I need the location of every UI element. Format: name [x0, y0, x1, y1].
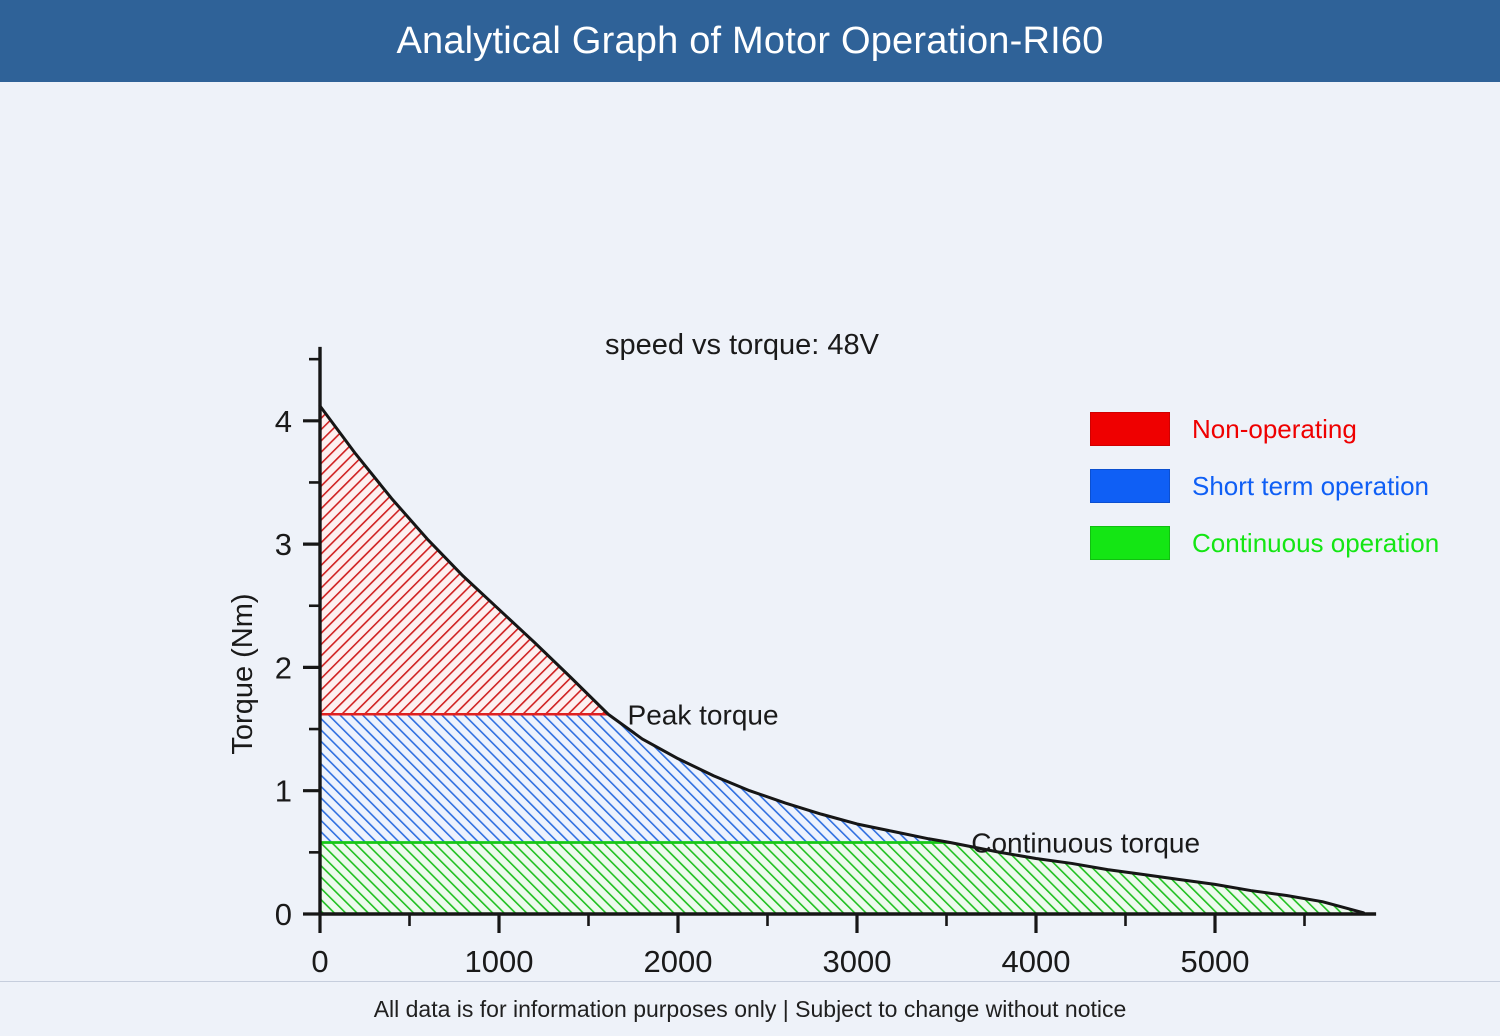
y-axis-tick-labels: 0 1 2 3 4	[275, 404, 292, 932]
legend-label-non-operating: Non-operating	[1192, 413, 1357, 444]
annotation-label: Continuous torque	[971, 827, 1200, 858]
legend-label-short-term-operation: Short term operation	[1192, 470, 1430, 501]
x-tick-label: 3000	[823, 944, 892, 979]
page-title: Analytical Graph of Motor Operation-RI60	[396, 20, 1104, 62]
region-short-term-operation	[320, 714, 951, 843]
y-axis-ticks	[303, 357, 320, 916]
region-continuous-operation	[320, 842, 1364, 914]
footer-disclaimer: All data is for information purposes onl…	[373, 995, 1127, 1022]
annotation-label: Peak torque	[628, 699, 779, 730]
y-tick-label: 1	[275, 774, 292, 809]
page-header: Analytical Graph of Motor Operation-RI60	[0, 0, 1500, 82]
x-axis-ticks	[318, 914, 1306, 933]
chart-annotations: Peak torque Continuous torque	[628, 699, 1201, 858]
y-tick-label: 2	[275, 650, 292, 685]
y-axis-title: Torque (Nm)	[227, 593, 259, 754]
legend-swatch-continuous-operation	[1090, 525, 1170, 560]
legend-item-continuous-operation: Continuous operation	[1090, 514, 1490, 571]
speed-torque-curve	[318, 404, 1366, 915]
chart-region: 0 1 2 3 4 0 1000 2000 3000 4000 5000 speed vs tor…	[0, 82, 1500, 981]
x-tick-label: 5000	[1181, 944, 1250, 979]
y-tick-label: 3	[275, 527, 292, 562]
x-axis-tick-labels: 0 1000 2000 3000 4000 5000	[311, 944, 1249, 979]
legend-item-short-term-operation: Short term operation	[1090, 457, 1490, 514]
x-tick-label: 2000	[644, 944, 713, 979]
chart-axes: 0 1 2 3 4 0 1000 2000 3000 4000 5000	[275, 346, 1377, 979]
chart-title: speed vs torque: 48V	[605, 329, 880, 361]
x-tick-label: 1000	[465, 944, 534, 979]
y-tick-label: 0	[275, 897, 292, 932]
page-footer: All data is for information purposes onl…	[0, 981, 1500, 1036]
legend-swatch-non-operating	[1090, 411, 1170, 446]
x-tick-label: 4000	[1002, 944, 1071, 979]
legend-label-continuous-operation: Continuous operation	[1192, 527, 1440, 558]
legend-swatch-short-term-operation	[1090, 468, 1170, 503]
chart-legend: Non-operating Short term operation Conti…	[1090, 400, 1490, 571]
legend-item-non-operating: Non-operating	[1090, 400, 1490, 457]
y-tick-label: 4	[275, 404, 292, 439]
chart-regions	[320, 406, 1364, 914]
x-tick-label: 0	[311, 944, 328, 979]
region-non-operating	[320, 406, 609, 715]
speed-torque-chart: 0 1 2 3 4 0 1000 2000 3000 4000 5000 speed vs tor…	[227, 329, 1377, 979]
